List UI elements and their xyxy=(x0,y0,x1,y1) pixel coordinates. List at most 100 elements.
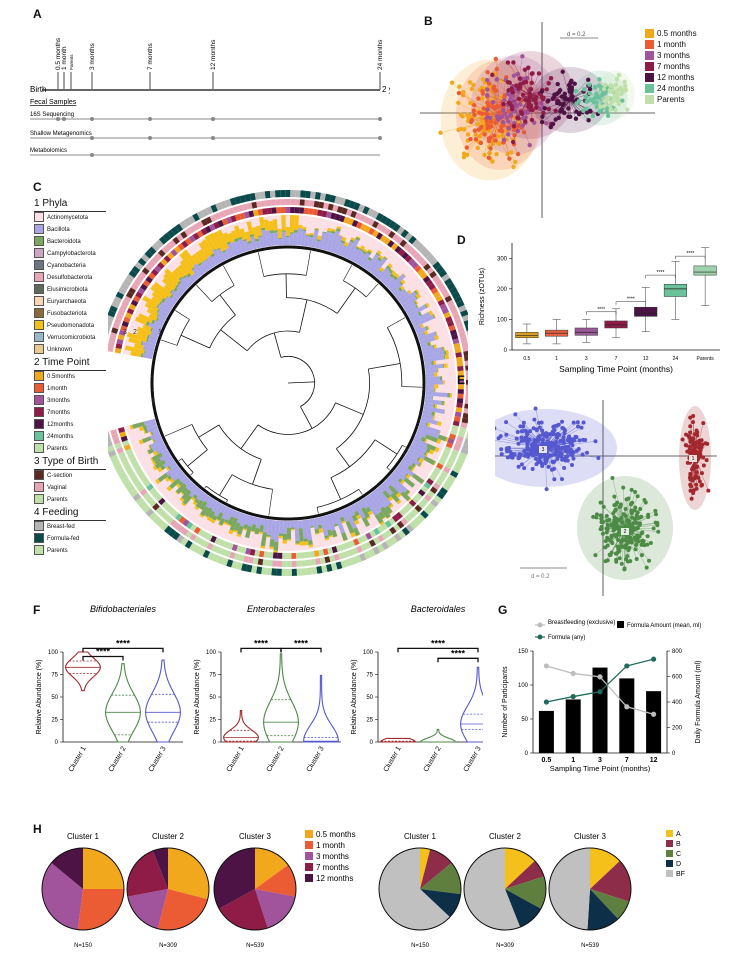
b-spider-line xyxy=(604,94,616,107)
c-ring2-timepoint xyxy=(140,476,149,484)
c-ring3-birth xyxy=(371,220,379,229)
assay-sample-dot xyxy=(378,117,382,121)
c-phyla-bar xyxy=(154,457,162,465)
b-sample-point xyxy=(505,151,510,157)
c-ring2-timepoint xyxy=(456,402,463,408)
c-phyla-bar xyxy=(392,275,398,281)
e-sample-point xyxy=(561,440,566,445)
c-ring2-timepoint xyxy=(154,265,162,273)
c-legend-label: Breast-fed xyxy=(47,524,75,530)
c-ring2-timepoint xyxy=(383,237,391,245)
c-ring4-feeding xyxy=(184,540,193,549)
c-phyla-bar xyxy=(345,520,355,534)
b-sample-point xyxy=(585,77,591,82)
assay-metabolomics: Metabolomics xyxy=(30,148,67,154)
c-phyla-bar xyxy=(150,439,164,449)
b-legend-item: 1 month xyxy=(645,39,697,50)
e-spider-line xyxy=(624,519,636,529)
e-sample-point xyxy=(691,488,696,493)
c-ring3-birth xyxy=(118,451,126,459)
e-sample-point xyxy=(534,452,539,457)
c-phyla-bar xyxy=(415,293,421,299)
c-ring2-timepoint xyxy=(348,540,356,548)
c-ring2-timepoint xyxy=(408,499,417,507)
c-ring4-feeding xyxy=(359,552,367,562)
c-phyla-bar xyxy=(225,247,233,259)
c-ring4-feeding xyxy=(189,542,197,552)
c-phyla-bar xyxy=(411,311,431,324)
c-ring2-timepoint xyxy=(355,221,363,230)
c-legend-label: Parents xyxy=(47,497,68,503)
b-spider-line xyxy=(559,90,571,101)
c-phyla-bar xyxy=(343,539,349,542)
b-sample-point xyxy=(488,146,493,151)
c-phyla-bar xyxy=(304,235,310,247)
c-phyla-bar xyxy=(388,503,394,509)
c-phyla-bar xyxy=(178,480,184,487)
c-phyla-bar xyxy=(316,235,322,241)
c-ring3-birth xyxy=(432,274,440,283)
e-sample-point xyxy=(583,438,588,443)
c-phyla-bar xyxy=(150,431,154,436)
c-legend-item: Campylobacterota xyxy=(34,248,106,260)
c-ring2-timepoint xyxy=(417,489,426,497)
d-sig-bracket xyxy=(645,274,676,279)
c-ring4-feeding xyxy=(362,206,370,215)
e-sample-point xyxy=(633,547,638,552)
b-spider-line xyxy=(614,94,628,110)
c-phyla-bar xyxy=(216,512,224,521)
c-ring4-feeding xyxy=(132,493,142,502)
c-ring2-timepoint xyxy=(196,230,204,238)
c-ring3-birth xyxy=(347,549,354,557)
c-phyla-bar xyxy=(416,430,427,438)
c-tree-branch xyxy=(226,499,228,503)
c-phyla-bar xyxy=(191,266,196,271)
b-sample-point xyxy=(475,122,480,127)
panel-b-legend: 0.5 months 1 month 3 months 7 months 12 mont… xyxy=(645,28,697,105)
c-tree-arc xyxy=(330,439,376,479)
c-ring2-timepoint xyxy=(457,393,464,399)
b-sample-point xyxy=(493,138,498,143)
assay-sample-dot xyxy=(378,136,382,140)
c-phyla-bar xyxy=(417,427,440,439)
c-ring4-feeding xyxy=(226,559,234,568)
c-phyla-bar xyxy=(425,447,431,454)
b-sample-point xyxy=(457,84,462,89)
e-cluster-label: 1 xyxy=(692,456,695,462)
b-sample-point xyxy=(488,115,493,121)
c-phyla-bar xyxy=(150,331,153,336)
c-ring4-feeding xyxy=(464,438,468,445)
c-phyla-bar xyxy=(375,487,392,506)
c-ring2-timepoint xyxy=(294,207,300,214)
c-phyla-bar xyxy=(254,527,260,535)
c-ring4-feeding xyxy=(422,249,432,259)
c-ring3-birth xyxy=(463,350,468,357)
e-spider-line xyxy=(544,442,564,449)
b-sample-point xyxy=(604,109,610,115)
c-phyla-bar xyxy=(249,233,255,238)
c-ring3-birth xyxy=(457,326,465,334)
b-sample-point xyxy=(508,112,513,118)
b-sample-point xyxy=(518,82,523,87)
c-phyla-bar xyxy=(423,350,445,359)
c-legend-label: Euryarchaeota xyxy=(47,299,87,305)
b-sample-point xyxy=(625,107,630,112)
c-phyla-bar xyxy=(205,497,215,509)
b-sample-point xyxy=(540,114,545,119)
c-ring4-feeding xyxy=(111,300,120,309)
c-ring3-birth xyxy=(115,313,124,321)
c-phyla-bar xyxy=(424,398,443,406)
c-ring4-feeding xyxy=(121,476,130,485)
b-sample-point xyxy=(587,82,592,87)
c-ring2-timepoint xyxy=(133,464,142,472)
h-left-pie-slice xyxy=(152,848,168,889)
b-sample-point xyxy=(572,81,577,86)
b-sample-point xyxy=(562,91,568,97)
c-ring3-birth xyxy=(177,525,185,533)
e-sample-point xyxy=(538,452,543,457)
h-pie-outline xyxy=(463,847,547,931)
c-ring4-feeding xyxy=(290,190,296,198)
c-phyla-bar xyxy=(341,236,347,242)
e-sample-point xyxy=(512,452,517,457)
